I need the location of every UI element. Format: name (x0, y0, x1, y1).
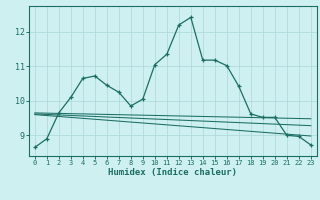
X-axis label: Humidex (Indice chaleur): Humidex (Indice chaleur) (108, 168, 237, 177)
